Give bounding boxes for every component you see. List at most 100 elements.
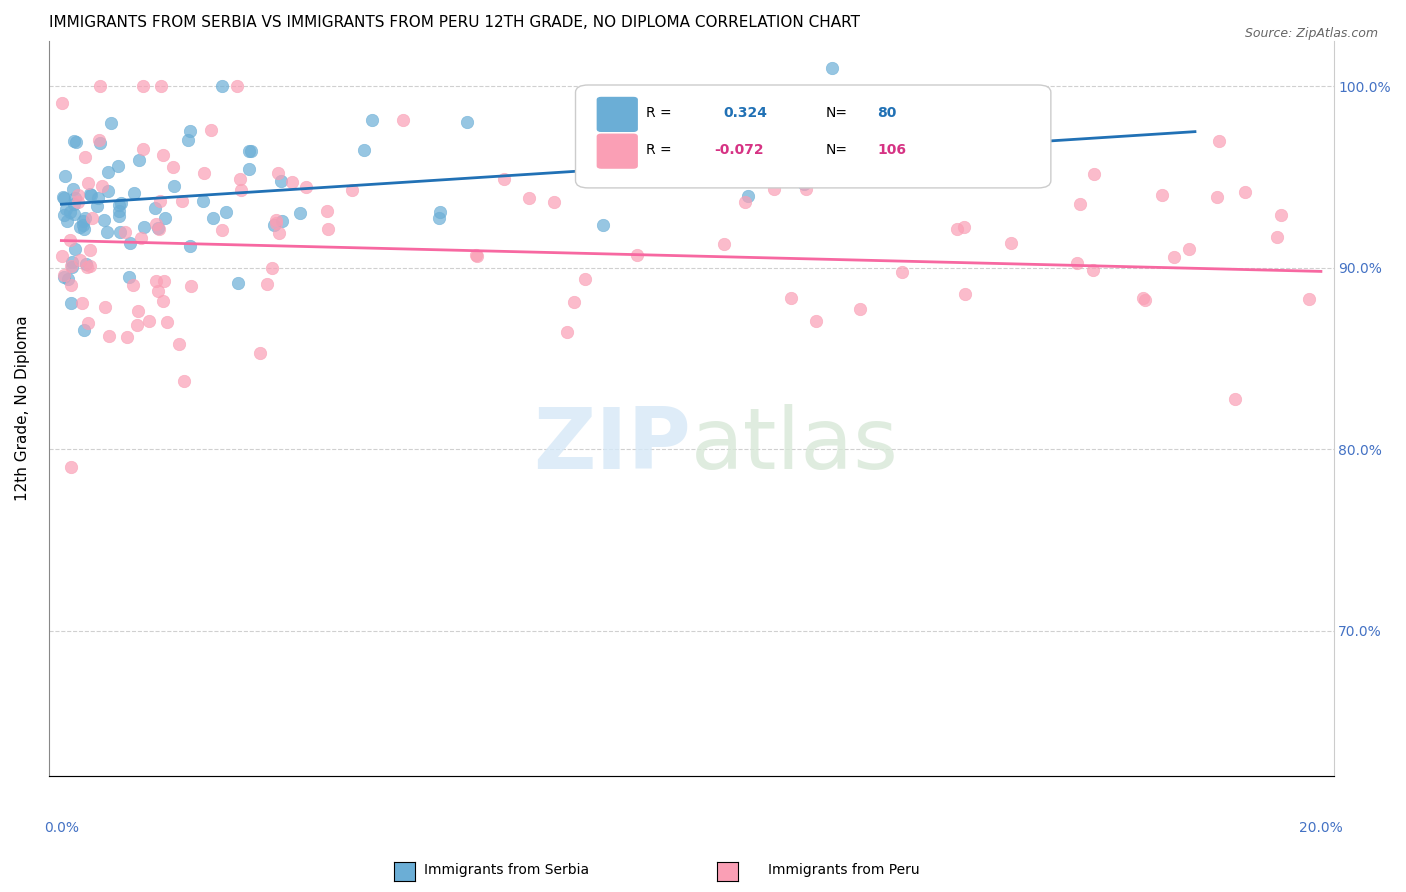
Point — [82, 211, 104, 225]
Point — [56, 272, 79, 286]
Point — [76, 176, 98, 190]
Point — [90, 179, 112, 194]
Point — [63, 197, 86, 211]
Point — [294, 180, 316, 194]
Point — [69, 252, 91, 267]
Point — [56, 214, 79, 228]
Point — [122, 186, 145, 200]
Point — [148, 284, 170, 298]
Point — [152, 147, 174, 161]
Point — [543, 195, 565, 210]
Point — [163, 179, 186, 194]
Point — [93, 212, 115, 227]
Point — [211, 79, 233, 94]
Point — [125, 318, 148, 332]
Point — [427, 211, 450, 226]
Point — [52, 268, 75, 282]
Text: N=: N= — [827, 143, 848, 157]
Point — [75, 257, 97, 271]
Point — [117, 330, 139, 344]
Point — [946, 221, 969, 235]
Point — [148, 221, 170, 235]
Point — [52, 270, 75, 285]
Point — [464, 248, 486, 262]
Text: ZIP: ZIP — [533, 404, 692, 487]
Point — [891, 265, 914, 279]
Text: IMMIGRANTS FROM SERBIA VS IMMIGRANTS FROM PERU 12TH GRADE, NO DIPLOMA CORRELATIO: IMMIGRANTS FROM SERBIA VS IMMIGRANTS FRO… — [49, 15, 859, 30]
Text: 106: 106 — [877, 143, 907, 157]
Point — [59, 277, 82, 292]
Point — [150, 79, 173, 94]
Point — [65, 135, 87, 149]
Text: 0.324: 0.324 — [723, 106, 768, 120]
Point — [794, 130, 817, 145]
Point — [108, 209, 131, 223]
Point — [93, 300, 115, 314]
Text: 0.0%: 0.0% — [44, 822, 79, 836]
Point — [87, 191, 110, 205]
Point — [145, 274, 167, 288]
Point — [353, 143, 375, 157]
Point — [832, 128, 855, 142]
Point — [200, 123, 222, 137]
Point — [97, 164, 120, 178]
Point — [59, 460, 82, 475]
Point — [128, 153, 150, 168]
Point — [53, 169, 76, 183]
FancyBboxPatch shape — [598, 135, 637, 168]
Point — [953, 220, 976, 235]
Point — [734, 194, 756, 209]
Point — [796, 181, 818, 195]
Point — [266, 166, 288, 180]
Point — [517, 191, 540, 205]
Point — [60, 260, 83, 274]
Point — [229, 183, 252, 197]
Point — [60, 255, 83, 269]
Point — [249, 346, 271, 360]
Point — [1000, 236, 1022, 251]
Text: Source: ZipAtlas.com: Source: ZipAtlas.com — [1244, 27, 1378, 40]
Point — [63, 134, 86, 148]
Y-axis label: 12th Grade, No Diploma: 12th Grade, No Diploma — [15, 316, 30, 501]
Point — [849, 301, 872, 316]
Point — [340, 183, 363, 197]
Point — [201, 211, 224, 225]
Point — [281, 175, 304, 189]
Point — [121, 277, 143, 292]
Point — [429, 205, 451, 219]
Point — [76, 260, 98, 275]
Point — [756, 117, 779, 131]
Point — [72, 214, 94, 228]
Point — [62, 182, 84, 196]
Point — [118, 270, 141, 285]
Point — [138, 313, 160, 327]
Point — [1298, 292, 1320, 306]
Text: 80: 80 — [877, 106, 897, 120]
Point — [58, 205, 80, 219]
Point — [948, 151, 970, 165]
Point — [66, 188, 89, 202]
Text: 20.0%: 20.0% — [1299, 822, 1343, 836]
Point — [145, 217, 167, 231]
Point — [1233, 185, 1256, 199]
Point — [256, 277, 278, 291]
Point — [1178, 242, 1201, 256]
Point — [1132, 291, 1154, 305]
Point — [193, 194, 215, 208]
Point — [110, 196, 132, 211]
Point — [713, 237, 735, 252]
Point — [316, 222, 339, 236]
Point — [52, 190, 75, 204]
Point — [238, 161, 260, 176]
FancyBboxPatch shape — [575, 85, 1050, 188]
Point — [844, 94, 866, 108]
Point — [671, 153, 693, 168]
Point — [983, 142, 1005, 156]
Point — [215, 205, 238, 219]
Point — [263, 218, 285, 232]
Point — [149, 194, 172, 209]
Point — [87, 133, 110, 147]
Point — [89, 136, 111, 150]
Point — [51, 249, 73, 263]
Point — [110, 225, 132, 239]
